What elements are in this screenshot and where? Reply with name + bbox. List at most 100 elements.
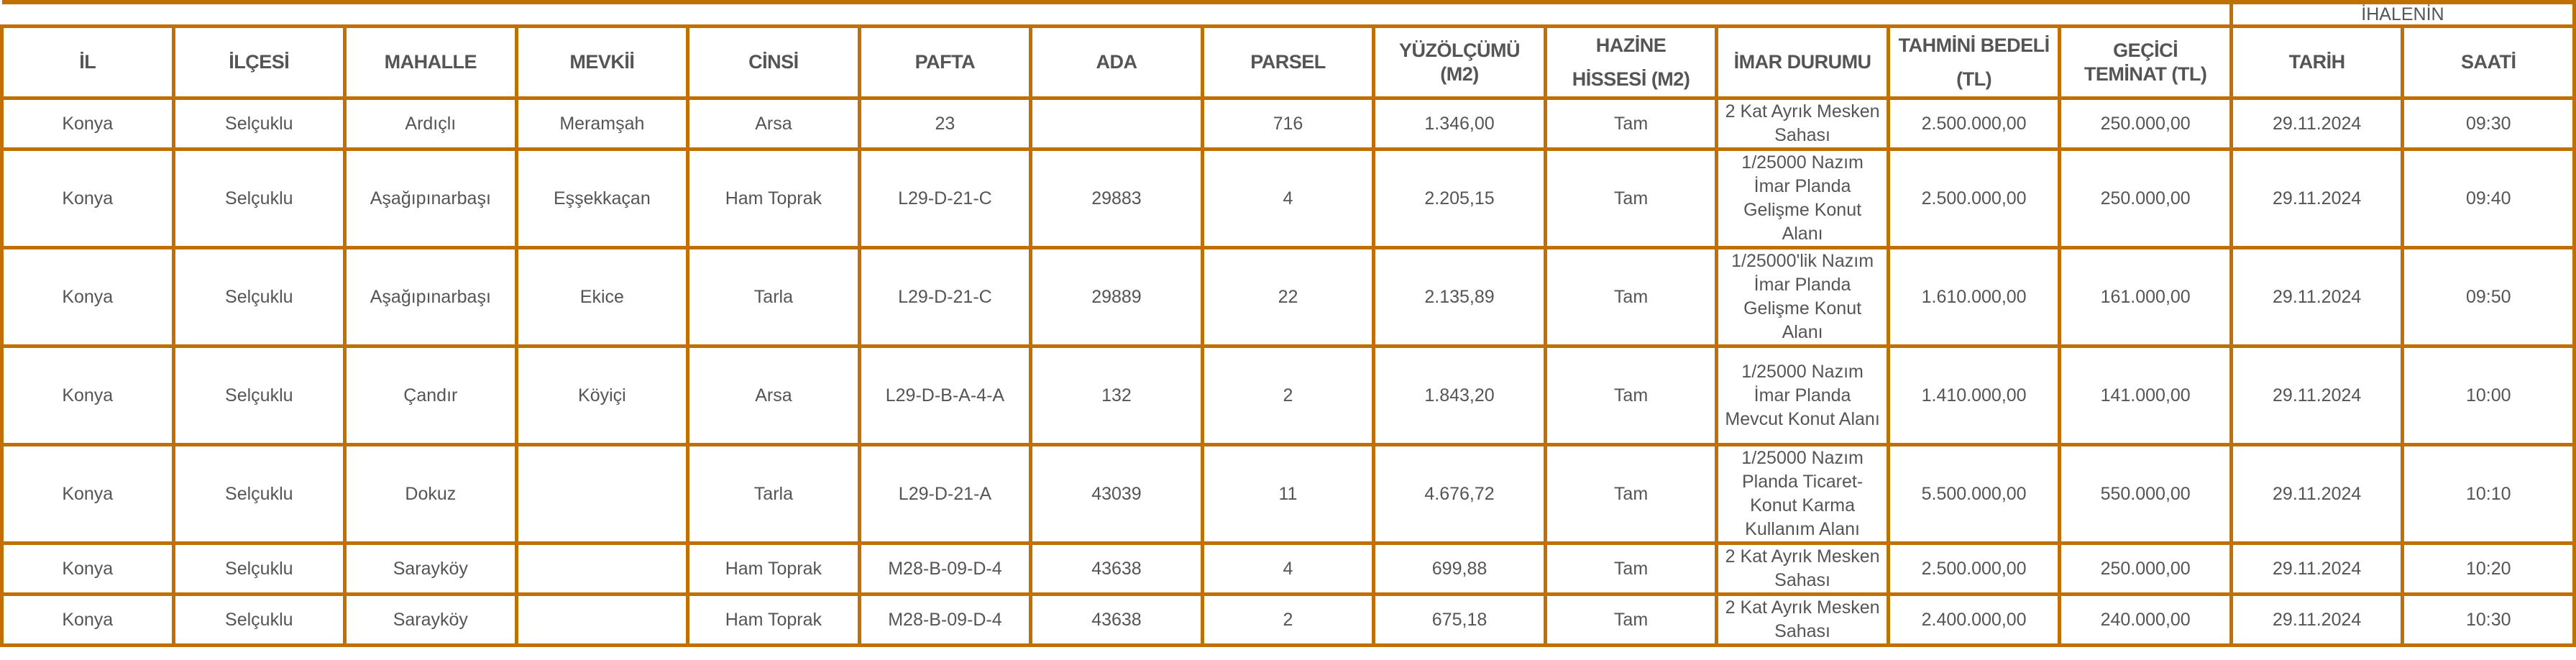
- cell-tahmini: 2.500.000,00: [1886, 541, 2062, 596]
- cell-saat: 09:30: [2401, 96, 2576, 151]
- cell-tarih: 29.11.2024: [2229, 443, 2405, 545]
- cell-saat: 10:00: [2401, 344, 2576, 446]
- cell-parsel: 2: [1200, 344, 1376, 446]
- header-yuzolcumu-line2: (M2): [1440, 63, 1479, 85]
- header-tahmini-line2: (TL): [1956, 68, 1992, 90]
- cell-cinsi: Ham Toprak: [686, 147, 861, 249]
- cell-imar: 2 Kat Ayrık Mesken Sahası: [1715, 592, 1890, 647]
- header-mevkii: MEVKİİ: [514, 24, 690, 100]
- cell-ada: [1029, 96, 1204, 151]
- cell-teminat: 240.000,00: [2058, 592, 2233, 647]
- cell-teminat: 550.000,00: [2058, 443, 2233, 545]
- header-parsel: PARSEL: [1200, 24, 1376, 100]
- cell-parsel: 716: [1200, 96, 1376, 151]
- cell-pafta: 23: [857, 96, 1033, 151]
- cell-mevkii: [514, 443, 690, 545]
- header-yuzolcumu-line1: YÜZÖLÇÜMÜ: [1399, 39, 1520, 61]
- cell-ada: 29883: [1029, 147, 1204, 249]
- cell-cinsi: Tarla: [686, 246, 861, 348]
- cell-ilce: Selçuklu: [171, 96, 347, 151]
- cell-hazine: Tam: [1543, 246, 1719, 348]
- cell-hazine: Tam: [1543, 147, 1719, 249]
- cell-saat: 10:20: [2401, 541, 2576, 596]
- blank-header-cell: [1, 0, 2233, 28]
- cell-pafta: M28-B-09-D-4: [857, 592, 1033, 647]
- cell-mevkii: [514, 541, 690, 596]
- cell-tarih: 29.11.2024: [2229, 592, 2405, 647]
- cell-hazine: Tam: [1543, 541, 1719, 596]
- cell-parsel: 22: [1200, 246, 1376, 348]
- table-row: Konya Selçuklu Aşağıpınarbaşı Eşşekkaçan Ham…: [0, 147, 2576, 249]
- table-row: Konya Selçuklu Ardıçlı Meramşah Arsa 23 716 1.3…: [0, 96, 2576, 151]
- cell-imar: 2 Kat Ayrık Mesken Sahası: [1715, 96, 1890, 151]
- cell-cinsi: Arsa: [686, 96, 861, 151]
- header-tarih: TARİH: [2229, 24, 2405, 100]
- cell-mahalle: Aşağıpınarbaşı: [343, 147, 518, 249]
- cell-teminat: 141.000,00: [2058, 344, 2233, 446]
- cell-il: Konya: [0, 147, 175, 249]
- cell-pafta: M28-B-09-D-4: [857, 541, 1033, 596]
- cell-ilce: Selçuklu: [171, 592, 347, 647]
- cell-mevkii: Meramşah: [514, 96, 690, 151]
- cell-mevkii: [514, 592, 690, 647]
- table-row: Konya Selçuklu Çandır Köyiçi Arsa L29-D-B-A-4…: [0, 344, 2576, 446]
- group-header-row: İHALENİN: [1, 0, 2576, 28]
- header-hazine: HAZİNE HİSSESİ (M2): [1543, 24, 1719, 100]
- cell-ilce: Selçuklu: [171, 443, 347, 545]
- header-ada: ADA: [1029, 24, 1204, 100]
- cell-yuzolcumu: 4.676,72: [1372, 443, 1547, 545]
- cell-mahalle: Dokuz: [343, 443, 518, 545]
- cell-pafta: L29-D-21-C: [857, 246, 1033, 348]
- cell-parsel: 11: [1200, 443, 1376, 545]
- cell-yuzolcumu: 2.205,15: [1372, 147, 1547, 249]
- cell-mahalle: Sarayköy: [343, 592, 518, 647]
- cell-imar: 1/25000'lik Nazım İmar Planda Gelişme Ko…: [1715, 246, 1890, 348]
- header-mahalle: MAHALLE: [343, 24, 518, 100]
- cell-il: Konya: [0, 344, 175, 446]
- header-imar: İMAR DURUMU: [1715, 24, 1890, 100]
- header-hazine-line1: HAZİNE: [1595, 34, 1667, 56]
- header-gecici-line1: GEÇİCİ: [2113, 39, 2178, 61]
- cell-mahalle: Ardıçlı: [343, 96, 518, 151]
- cell-ada: 43638: [1029, 592, 1204, 647]
- table-row: Konya Selçuklu Sarayköy Ham Toprak M28-B-09-…: [0, 592, 2576, 647]
- header-gecici-line2: TEMİNAT (TL): [2084, 63, 2207, 85]
- cell-pafta: L29-D-21-C: [857, 147, 1033, 249]
- cell-il: Konya: [0, 541, 175, 596]
- header-saati: SAATİ: [2401, 24, 2576, 100]
- cell-yuzolcumu: 699,88: [1372, 541, 1547, 596]
- header-tahmini-line1: TAHMİNİ BEDELİ: [1898, 34, 2050, 56]
- cell-teminat: 250.000,00: [2058, 147, 2233, 249]
- cell-saat: 10:10: [2401, 443, 2576, 545]
- cell-teminat: 250.000,00: [2058, 96, 2233, 151]
- cell-yuzolcumu: 1.346,00: [1372, 96, 1547, 151]
- cell-il: Konya: [0, 96, 175, 151]
- cell-tahmini: 2.500.000,00: [1886, 147, 2062, 249]
- cell-parsel: 4: [1200, 541, 1376, 596]
- cell-il: Konya: [0, 592, 175, 647]
- cell-ilce: Selçuklu: [171, 147, 347, 249]
- cell-mevkii: Eşşekkaçan: [514, 147, 690, 249]
- cell-mahalle: Çandır: [343, 344, 518, 446]
- ihalenin-header: İHALENİN: [2229, 0, 2576, 28]
- cell-hazine: Tam: [1543, 96, 1719, 151]
- cell-cinsi: Ham Toprak: [686, 541, 861, 596]
- table-row: Konya Selçuklu Dokuz Tarla L29-D-21-A 43039 11…: [0, 443, 2576, 545]
- cell-imar: 1/25000 Nazım Planda Ticaret-Konut Karma…: [1715, 443, 1890, 545]
- header-yuzolcumu: YÜZÖLÇÜMÜ (M2): [1372, 24, 1547, 100]
- cell-hazine: Tam: [1543, 443, 1719, 545]
- cell-il: Konya: [0, 246, 175, 348]
- table-row: Konya Selçuklu Aşağıpınarbaşı Ekice Tarla L29…: [0, 246, 2576, 348]
- cell-ada: 132: [1029, 344, 1204, 446]
- cell-tarih: 29.11.2024: [2229, 344, 2405, 446]
- cell-parsel: 4: [1200, 147, 1376, 249]
- header-cinsi: CİNSİ: [686, 24, 861, 100]
- header-hazine-line2: HİSSESİ (M2): [1572, 68, 1690, 90]
- cell-saat: 09:50: [2401, 246, 2576, 348]
- cell-mahalle: Aşağıpınarbaşı: [343, 246, 518, 348]
- cell-hazine: Tam: [1543, 344, 1719, 446]
- cell-ilce: Selçuklu: [171, 344, 347, 446]
- cell-mevkii: Ekice: [514, 246, 690, 348]
- cell-pafta: L29-D-21-A: [857, 443, 1033, 545]
